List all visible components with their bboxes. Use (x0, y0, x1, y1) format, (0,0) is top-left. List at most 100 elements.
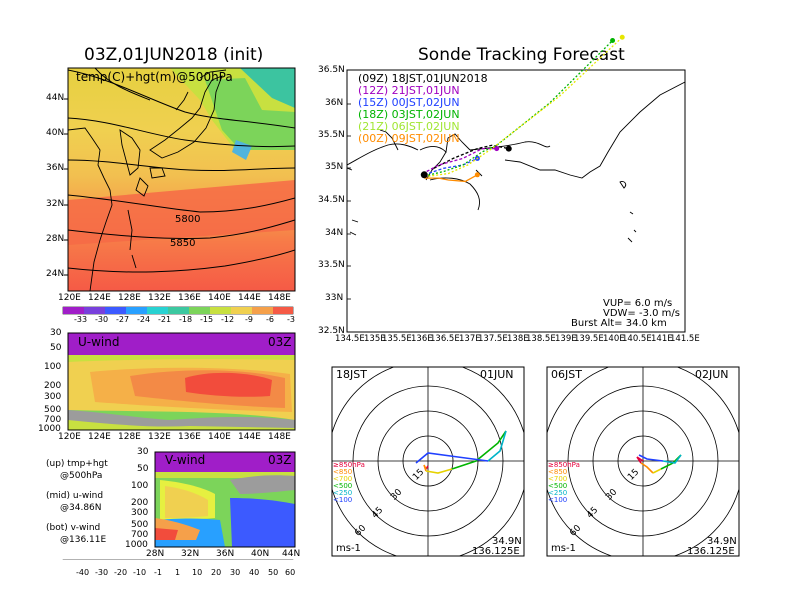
colorbar-label: -33 (74, 315, 88, 324)
hodo1-time: 18JST (336, 368, 367, 381)
u-wind-y-tick: 1000 (38, 424, 61, 434)
forecast-lat-tick: 35.5N (318, 130, 345, 140)
v-wind-y-tick: 1000 (125, 540, 148, 550)
wind-colorbar-label: 1 (175, 568, 181, 577)
hodograph-trace (415, 452, 489, 464)
legend-entry-00z: (00Z) 09JST,02JUN (358, 132, 460, 145)
v-wind-y-tick: 100 (131, 481, 149, 491)
hodo1-level: <700 (333, 475, 353, 483)
u-wind-y-tick: 300 (44, 392, 62, 402)
hodo1-lon: 136.125E (472, 546, 520, 557)
forecast-lon-tick: 134.5E (335, 334, 365, 344)
colorbar-label: -15 (200, 315, 214, 324)
sonde-track-map (346, 34, 686, 333)
v-wind-y-tick: 300 (131, 508, 149, 518)
v-wind-x-tick: 28N (146, 549, 165, 559)
forecast-legend: (09Z) 18JST,01JUN2018 (12Z) 21JST,01JUN … (358, 73, 488, 145)
left-map-lon-tick: 140E (208, 293, 231, 303)
trajectory-line (424, 174, 478, 183)
hodo1-level: ≥850hPa (333, 461, 365, 469)
forecast-lon-tick: 140E (603, 334, 625, 344)
left-map-lon-tick: 124E (88, 293, 111, 303)
forecast-lat-tick: 34.5N (318, 195, 345, 205)
left-map-lon-tick: 120E (58, 293, 81, 303)
wind-colorbar-label: -10 (133, 568, 147, 577)
trajectory-endpoint (494, 146, 500, 152)
trajectory-endpoint (505, 145, 512, 152)
forecast-lat-tick: 32.5N (318, 326, 345, 336)
vdw-readout: VDW= -3.0 m/s (603, 308, 680, 319)
v-wind-x-tick: 44N (282, 549, 301, 559)
hodograph-trace (451, 430, 507, 470)
hodo2-ring-label: 60 (568, 523, 584, 539)
wind-colorbar-label: -30 (95, 568, 109, 577)
left-map-lon-tick: 148E (268, 293, 291, 303)
u-wind-x-tick: 128E (118, 432, 141, 442)
legend-entry-18z: (18Z) 03JST,02JUN (358, 108, 460, 121)
hodo1-date: 01JUN (480, 368, 514, 381)
v-wind-y-tick: 30 (137, 447, 149, 457)
hodo2-level: <850 (548, 468, 568, 476)
v-wind-y-tick: 700 (131, 530, 149, 540)
forecast-lat-tick: 36N (325, 98, 344, 108)
forecast-lat-tick: 36.5N (318, 65, 345, 75)
v-wind-label: V-wind (165, 453, 206, 467)
legend-entry-09z: (09Z) 18JST,01JUN2018 (358, 72, 488, 85)
hodo1-lat: 34.9N (492, 536, 522, 547)
forecast-lon-tick: 138.5E (526, 334, 556, 344)
hodo2-lon: 136.125E (687, 546, 735, 557)
panel-legend-notes: (up) tmp+hgt @500hPa (mid) u-wind @34.86… (46, 458, 108, 546)
hodo2-level: <100 (548, 496, 568, 504)
left-map-lat-tick: 32N (46, 199, 65, 209)
hodo1-level: <500 (333, 482, 353, 490)
forecast-lat-tick: 35N (325, 162, 344, 172)
left-map-lat-tick: 28N (46, 234, 65, 244)
trajectory-line (424, 157, 478, 176)
v-wind-time: 03Z (268, 453, 292, 467)
hodo1-level-legend: ≥850hPa <850 <700 <500 <250 <100 (333, 462, 365, 504)
colorbar-label: -21 (158, 315, 172, 324)
wind-colorbar-label: 40 (249, 568, 260, 577)
u-wind-cross-section (67, 332, 296, 431)
trajectory-line (426, 147, 497, 173)
forecast-lon-tick: 137.5E (478, 334, 508, 344)
note-top-line1: (up) tmp+hgt (46, 459, 108, 469)
hodo1-level: <250 (333, 489, 353, 497)
forecast-lat-tick: 33.5N (318, 260, 345, 270)
hodo2-ring-label: 30 (604, 487, 620, 503)
wind-colorbar-label: -1 (154, 568, 162, 577)
forecast-lat-tick: 34N (325, 228, 344, 238)
hodo2-date: 02JUN (695, 368, 729, 381)
v-wind-y-tick: 500 (131, 520, 149, 530)
u-wind-x-tick: 144E (238, 432, 261, 442)
v-wind-x-tick: 36N (216, 549, 235, 559)
hodograph-trace (652, 468, 662, 474)
v-wind-x-tick: 32N (181, 549, 200, 559)
hodo2-level-legend: ≥850hPa <850 <700 <500 <250 <100 (548, 462, 580, 504)
hodo2-unit: ms-1 (551, 543, 576, 554)
hodograph-trace (660, 454, 682, 470)
colorbar-label: -27 (116, 315, 130, 324)
left-map-lon-tick: 144E (238, 293, 261, 303)
u-wind-y-tick: 100 (44, 362, 62, 372)
wind-colorbar-label: -20 (114, 568, 128, 577)
u-wind-y-tick: 500 (44, 405, 62, 415)
u-wind-x-tick: 124E (88, 432, 111, 442)
forecast-lon-tick: 141.5E (670, 334, 700, 344)
u-wind-x-tick: 120E (58, 432, 81, 442)
hodo2-level: <250 (548, 489, 568, 497)
hodo2-level: ≥850hPa (548, 461, 580, 469)
forecast-lon-tick: 138E (507, 334, 529, 344)
u-wind-x-tick: 148E (268, 432, 291, 442)
v-wind-cross-section (62, 451, 296, 560)
u-wind-y-tick: 200 (44, 381, 62, 391)
hodograph-trace (487, 430, 507, 462)
forecast-title: Sonde Tracking Forecast (418, 45, 625, 65)
left-map-variable-label: temp(C)+hgt(m)@500hPa (76, 70, 233, 84)
colorbar-label: -9 (245, 315, 253, 324)
hodo2-ring-label: 15 (626, 467, 642, 483)
hodograph-trace (638, 454, 664, 462)
hodo2-level: <700 (548, 475, 568, 483)
forecast-lon-tick: 137E (459, 334, 481, 344)
hodograph-trace (640, 462, 654, 474)
